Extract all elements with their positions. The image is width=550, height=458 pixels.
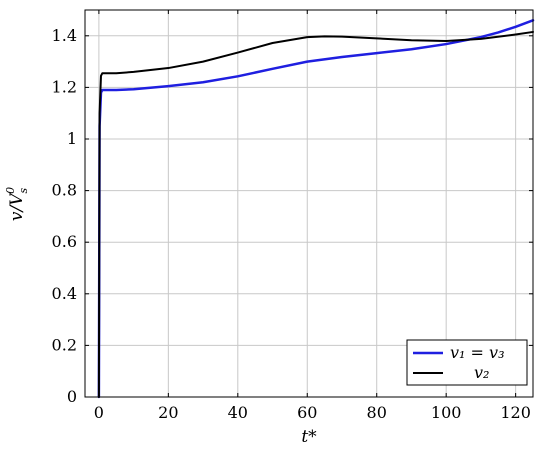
x-axis-label: t* [301, 427, 317, 447]
grid [85, 10, 533, 398]
series-lines [97, 19, 535, 399]
x-tick-label: 60 [297, 403, 317, 422]
y-tick-label: 0.8 [52, 181, 77, 200]
series-line-v2 [97, 30, 534, 398]
y-tick-label: 1.2 [52, 77, 77, 96]
y-tick-label: 0.6 [52, 232, 77, 251]
y-axis-label: v/Vs0 [4, 187, 30, 221]
series-line-v1-v3 [97, 19, 535, 399]
y-tick-label: 1.4 [52, 26, 77, 45]
y-tick-label: 0 [67, 387, 77, 406]
x-tick-label: 0 [94, 403, 104, 422]
axis-ticks: 0 20 40 60 80 100 120 0 0.2 0.4 0.6 0.8 1 1.2 1.4 [52, 10, 533, 422]
legend: v₁ = v₃ v₂ [406, 339, 528, 386]
x-tick-label: 120 [500, 403, 531, 422]
x-tick-label: 40 [228, 403, 248, 422]
x-tick-label: 100 [431, 403, 462, 422]
y-tick-label: 0.4 [52, 284, 77, 303]
y-tick-label: 0.2 [52, 335, 77, 354]
plot-frame [84, 9, 534, 398]
legend-box [406, 339, 528, 386]
legend-label-v2: v₂ [474, 363, 489, 382]
x-tick-label: 80 [367, 403, 387, 422]
y-tick-label: 1 [67, 129, 77, 148]
legend-label-v1-v3: v₁ = v₃ [450, 343, 504, 362]
x-tick-label: 20 [158, 403, 178, 422]
